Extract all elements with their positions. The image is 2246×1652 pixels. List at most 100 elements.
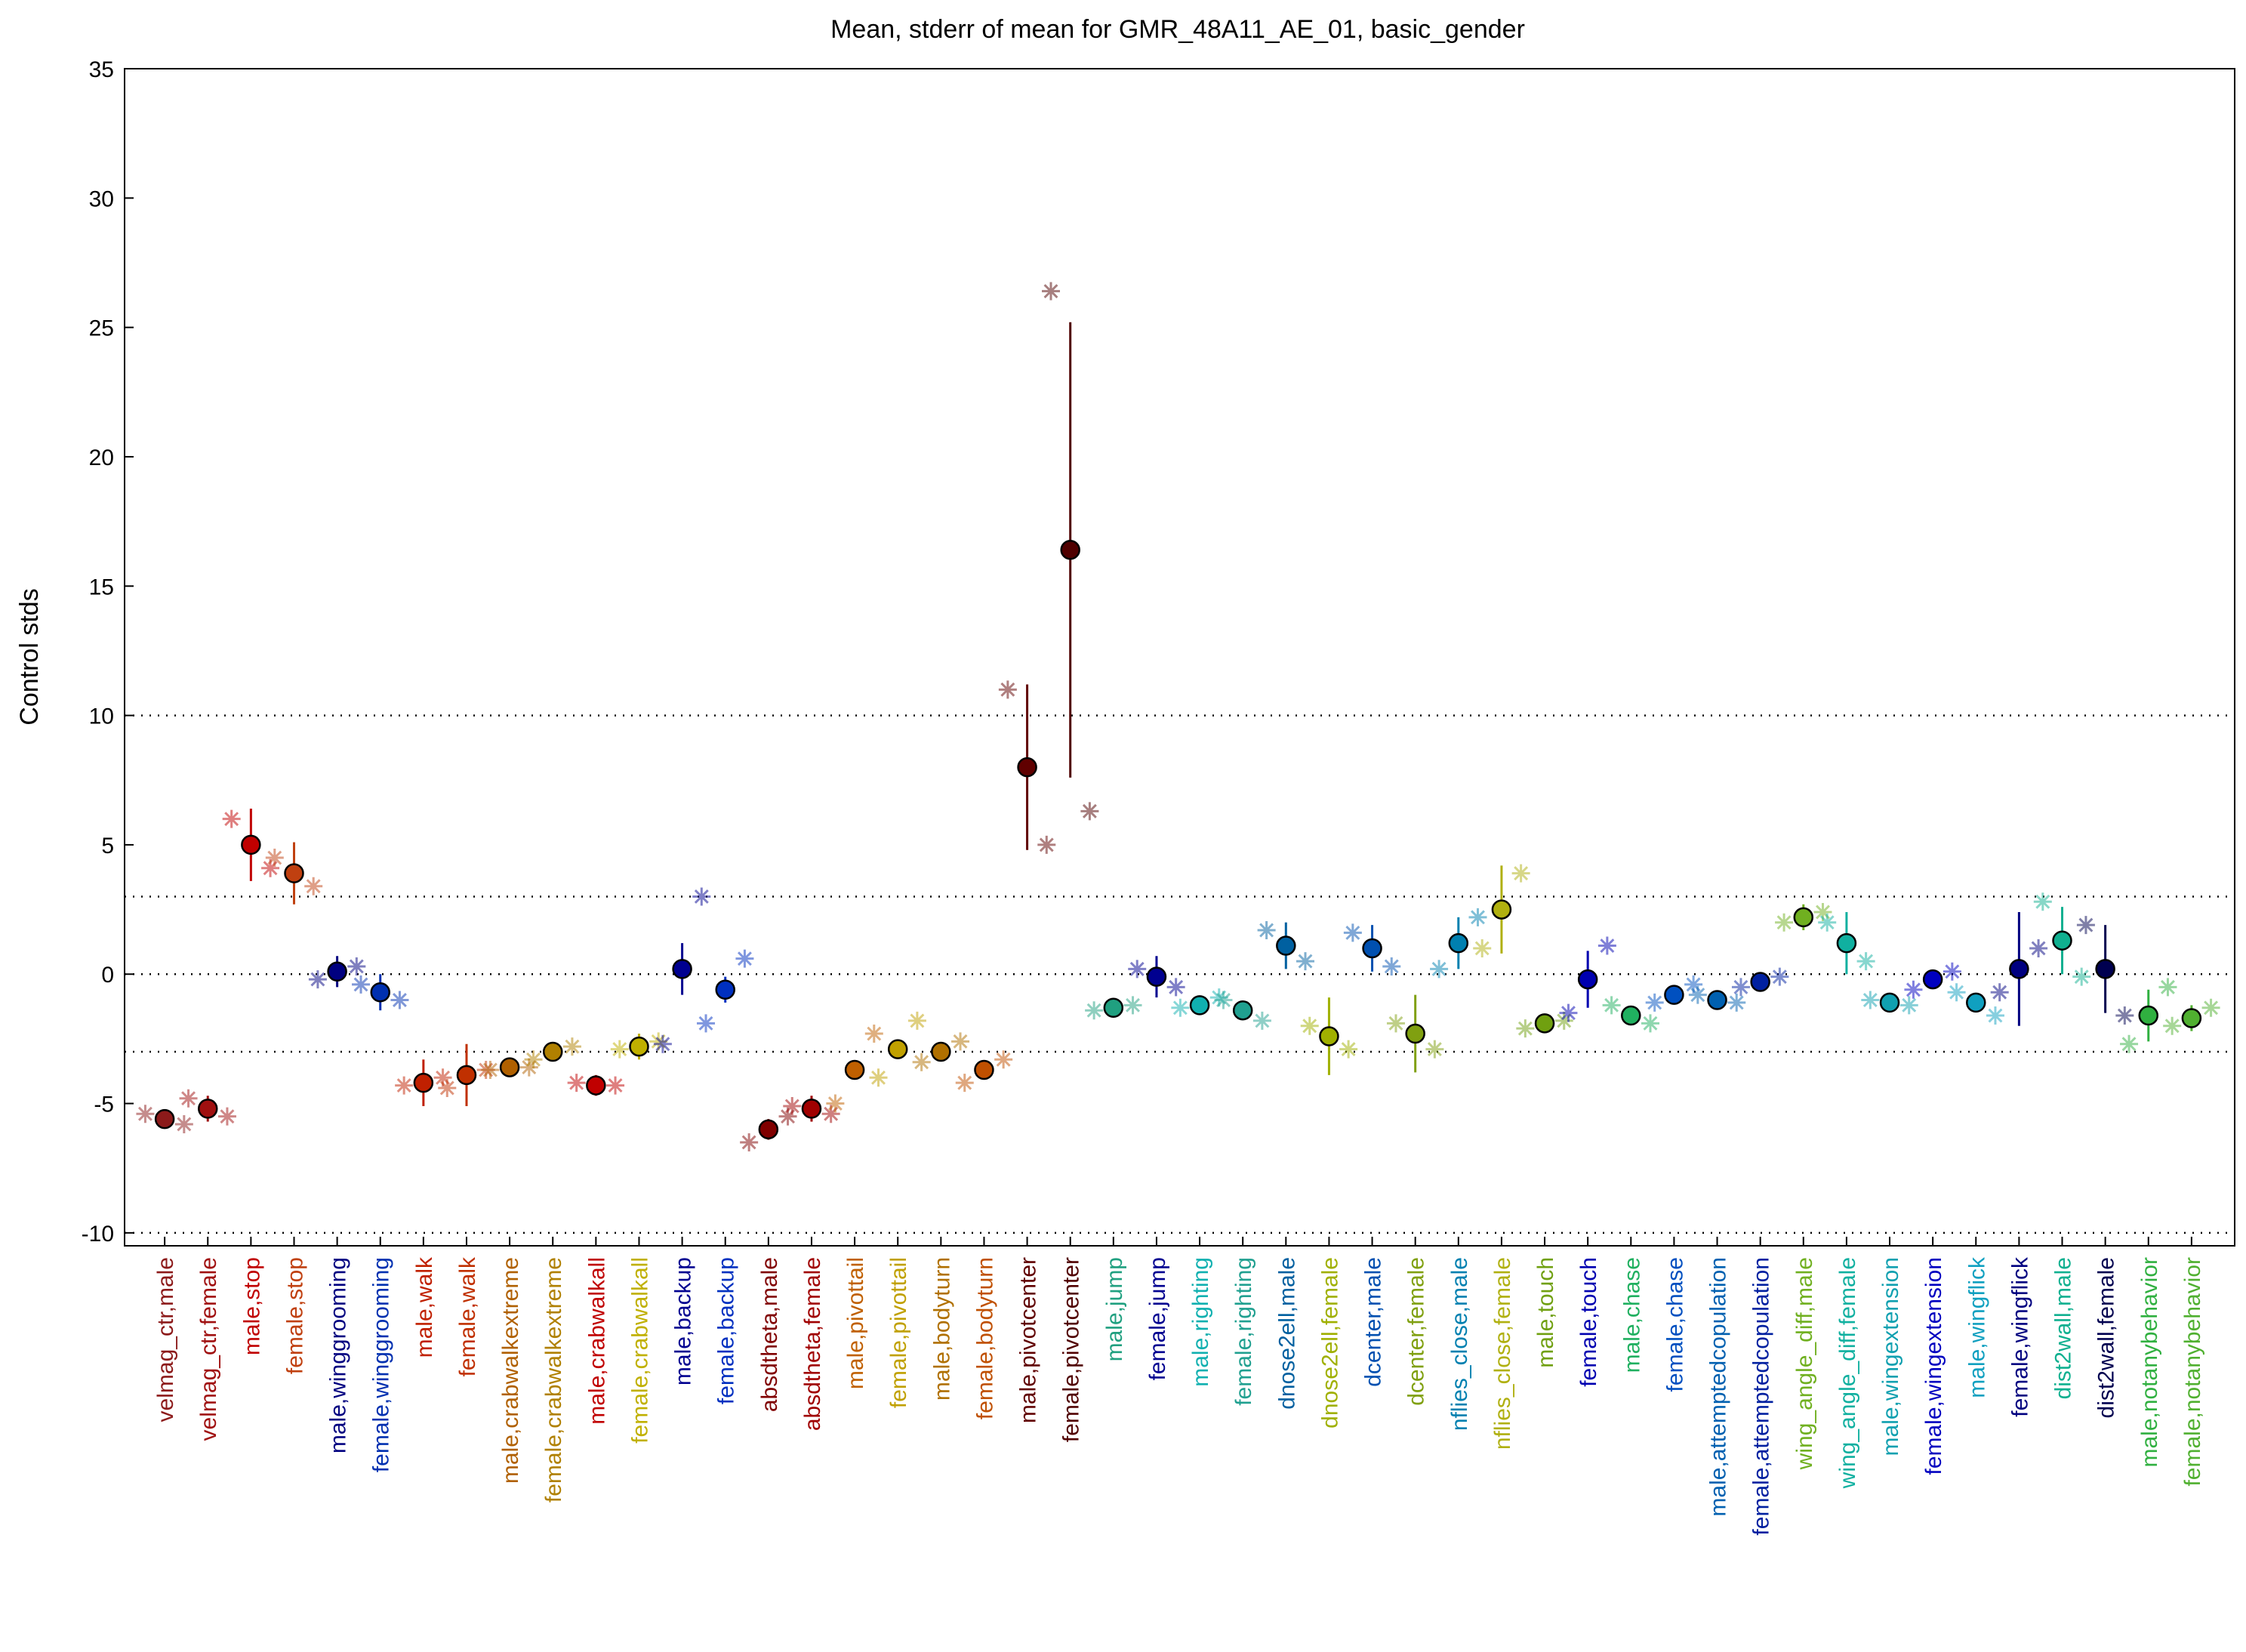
point-marker [1516,1019,1535,1038]
point-marker [1597,936,1616,955]
point-marker [1468,908,1487,926]
mean-marker [327,961,347,982]
point-marker [179,1089,198,1108]
mean-marker [2095,959,2115,979]
point-marker [912,1053,931,1071]
y-tick-label: 5 [101,834,114,858]
point-marker [2033,892,2052,911]
x-tick-label: male,righting [1188,1257,1213,1387]
point-marker [562,1037,581,1056]
x-tick-label: male,chase [1619,1257,1644,1373]
x-tick-label: female,winggrooming [369,1257,394,1472]
x-tick-label: wing_angle_diff,female [1835,1257,1860,1489]
mean-marker [715,979,735,1000]
x-tick-label: absdtheta,female [800,1257,825,1431]
point-marker [1430,960,1449,979]
x-tick-label: female,backup [714,1257,739,1404]
point-marker [1128,960,1147,979]
x-tick-label: male,backup [671,1257,696,1385]
mean-marker [1922,969,1943,990]
point-marker [1770,967,1789,986]
point-marker [1300,1016,1319,1035]
y-tick-label: 10 [89,704,114,729]
mean-marker [1276,935,1296,956]
mean-marker [413,1072,434,1093]
point-marker [1688,985,1707,1004]
x-tick-label: female,walk [455,1256,480,1376]
point-marker [610,1040,629,1059]
x-tick-label: velmag_ctr,female [196,1257,221,1441]
point-marker [1947,983,1966,1002]
mean-marker [1146,966,1167,987]
mean-marker [284,863,304,883]
mean-marker [1017,757,1037,778]
point-marker [1645,993,1664,1012]
point-marker [1214,991,1233,1009]
point-marker [1257,920,1276,939]
x-tick-label: velmag_ctr,male [153,1257,178,1422]
point-marker [783,1096,802,1115]
point-marker [524,1050,543,1069]
mean-marker [1793,907,1814,928]
point-marker [735,949,754,968]
point-marker [1123,996,1142,1015]
x-tick-label: dcenter,male [1361,1257,1386,1387]
y-tick-label: 15 [89,575,114,599]
point-marker [308,970,327,989]
mean-marker [2052,930,2072,951]
mean-marker [499,1057,520,1077]
x-tick-label: male,wingextension [1878,1257,1903,1456]
point-marker [1209,988,1228,1007]
point-marker [390,991,409,1009]
x-tick-label: dist2wall,female [2094,1257,2119,1418]
point-marker [1037,835,1056,854]
point-marker [1813,903,1832,921]
x-tick-label: absdtheta,male [757,1257,782,1412]
point-marker [1171,998,1190,1017]
point-marker [2072,967,2091,986]
point-marker [740,1133,759,1151]
y-tick-label: 30 [89,186,114,211]
point-marker [1986,1006,2004,1025]
chart-title: Mean, stderr of mean for GMR_48A11_AE_01… [830,15,1525,44]
x-tick-label: female,notanybehavior [2180,1257,2205,1487]
point-marker [1511,864,1530,883]
plot-frame [124,68,2235,1247]
point-marker [347,957,366,975]
mean-marker [2181,1008,2202,1028]
point-marker [1856,952,1875,971]
x-tick-label: female,crabwalkextreme [541,1257,566,1503]
point-marker [136,1105,155,1123]
mean-marker [844,1059,865,1080]
point-marker [481,1061,500,1080]
mean-marker [758,1119,779,1140]
point-marker [438,1078,457,1097]
x-tick-label: male,jump [1102,1257,1127,1361]
x-tick-label: male,stop [239,1257,264,1355]
x-tick-label: female,wingextension [1921,1257,1946,1475]
mean-marker [1621,1005,1641,1026]
point-marker [1899,996,1918,1015]
mean-marker [2009,959,2029,979]
mean-marker [1319,1026,1339,1046]
mean-marker [887,1039,908,1059]
y-axis-label: Control stds [15,588,44,725]
x-tick-label: female,pivotcenter [1059,1257,1084,1442]
mean-marker [542,1041,563,1062]
point-marker [1904,980,1923,999]
mean-marker [672,959,692,979]
point-marker [1602,996,1621,1015]
y-tick-label: 35 [89,57,114,82]
mean-marker [1103,997,1124,1019]
x-tick-label: female,righting [1231,1257,1256,1406]
mean-marker [1966,992,1986,1013]
point-marker [567,1074,586,1093]
mean-marker [1060,540,1080,560]
point-marker [1085,1001,1104,1020]
point-marker [217,1107,236,1126]
mean-marker [370,982,390,1003]
point-marker [907,1011,926,1030]
point-marker [433,1068,452,1087]
point-marker [1425,1040,1444,1059]
